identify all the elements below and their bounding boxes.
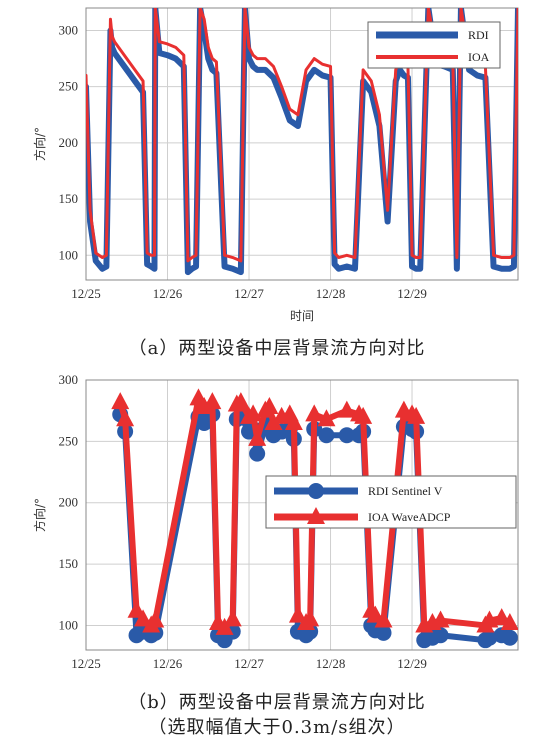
point-triangle [116, 409, 135, 427]
y-tick-label: 250 [59, 433, 79, 448]
point-circle [375, 624, 392, 641]
point-triangle [500, 613, 518, 630]
point-triangle [284, 412, 303, 430]
chart-b-caption-line1: （b）两型设备中层背景流方向对比 [128, 692, 426, 713]
point-circle [318, 427, 335, 444]
y-tick-label: 150 [59, 556, 79, 571]
point-triangle [111, 392, 130, 410]
x-tick-label: 12/26 [153, 656, 183, 671]
point-triangle [146, 610, 165, 628]
x-tick-label: 12/29 [397, 286, 427, 301]
y-tick-label: 100 [59, 247, 79, 262]
x-tick-label: 12/27 [234, 656, 264, 671]
point-triangle [203, 392, 222, 410]
y-tick-label: 250 [59, 79, 79, 94]
point-circle [338, 427, 355, 444]
x-axis-label: 时间 [290, 309, 314, 323]
y-tick-label: 200 [59, 495, 79, 510]
point-triangle [407, 406, 426, 424]
x-tick-label: 12/25 [71, 286, 101, 301]
y-tick-label: 100 [59, 617, 79, 632]
point-triangle [134, 609, 153, 627]
point-triangle [374, 610, 393, 628]
chart-a: 100 150 200 250 300 12/25 12/26 12/27 12/28 12/29… [32, 7, 519, 323]
chart-b-caption-line2: （选取幅值大于0.3m/s组次） [148, 717, 406, 738]
legend-label-0: RDI Sentinel V [368, 484, 443, 498]
x-tick-label: 12/28 [316, 656, 346, 671]
chart-a-caption: （a）两型设备中层背景流方向对比 [128, 338, 426, 359]
point-triangle [305, 404, 324, 422]
y-tick-label: 300 [59, 372, 79, 387]
point-triangle [337, 400, 356, 418]
y-tick-label: 150 [59, 191, 79, 206]
legend-box [367, 21, 501, 69]
y-axis-label: 方向/° [32, 498, 47, 532]
point-triangle [248, 428, 267, 446]
legend-label-0: RDI [468, 28, 489, 42]
point-triangle [301, 609, 320, 627]
point-triangle [317, 409, 336, 427]
x-tick-label: 12/26 [153, 286, 183, 301]
point-triangle [223, 609, 242, 627]
point-triangle [215, 617, 234, 635]
y-tick-label: 300 [59, 22, 79, 37]
point-triangle [354, 406, 373, 424]
point-triangle [260, 397, 279, 414]
legend-marker-circle [308, 483, 324, 499]
point-circle [501, 629, 518, 646]
point-circle [249, 445, 266, 462]
legend-label-1: IOA WaveADCP [368, 510, 451, 524]
plot-frame [85, 379, 519, 651]
point-triangle [288, 605, 307, 623]
point-circle [481, 629, 498, 646]
x-tick-label: 12/27 [234, 286, 264, 301]
x-tick-label: 12/25 [71, 656, 101, 671]
chart-b: 100 150 200 250 300 12/25 12/26 12/27 12/28 12/29… [32, 372, 519, 671]
legend-marker-triangle [307, 507, 325, 524]
y-axis-label: 方向/° [32, 127, 47, 161]
x-tick-label: 12/28 [316, 286, 346, 301]
point-triangle [195, 397, 214, 414]
point-triangle [231, 392, 250, 410]
point-triangle [431, 610, 450, 628]
point-triangle [264, 412, 283, 430]
y-tick-label: 200 [59, 135, 79, 150]
x-tick-label: 12/29 [397, 656, 427, 671]
point-circle [432, 627, 449, 644]
legend-label-1: IOA [468, 50, 490, 64]
plot-area [111, 388, 518, 649]
